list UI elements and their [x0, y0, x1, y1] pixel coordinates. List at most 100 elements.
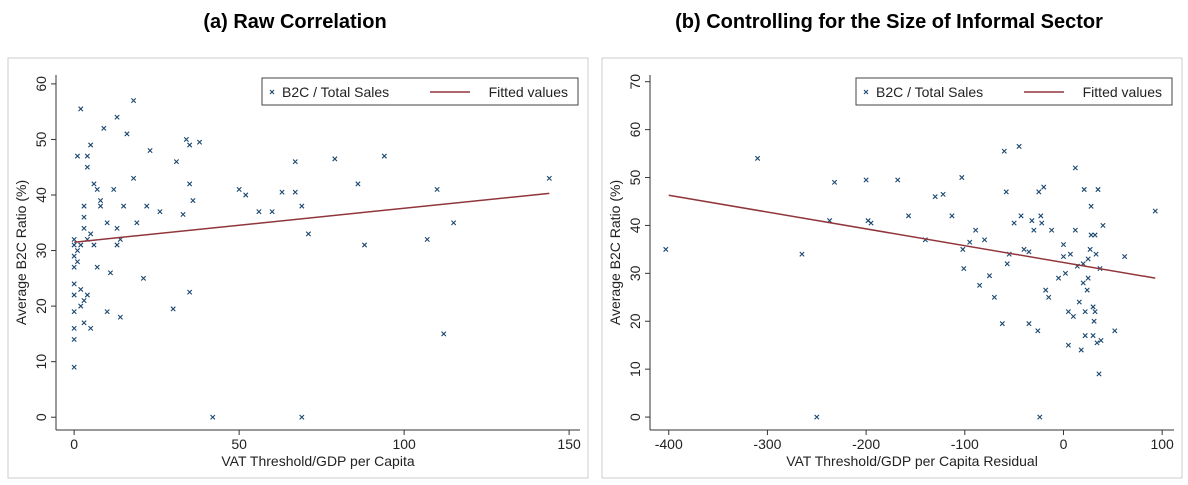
point — [180, 211, 186, 218]
point — [1092, 309, 1098, 315]
legend-box — [855, 77, 1173, 106]
point — [1070, 313, 1076, 320]
point — [1087, 246, 1093, 252]
y-tick-label: 0 — [627, 413, 643, 421]
point — [1036, 189, 1042, 195]
point — [94, 264, 100, 270]
point — [1039, 220, 1045, 226]
point — [88, 325, 94, 331]
point — [81, 214, 87, 220]
y-tick-label: 60 — [627, 122, 643, 138]
point — [173, 159, 180, 165]
panel-frame — [601, 57, 1183, 479]
point — [754, 155, 761, 161]
point — [71, 336, 77, 343]
point — [451, 220, 457, 226]
point — [967, 239, 973, 245]
y-tick-label: 20 — [627, 313, 643, 329]
point — [1041, 184, 1047, 190]
x-tick-label: 0 — [1060, 436, 1068, 452]
legend-label: B2C / Total Sales — [876, 84, 983, 100]
point — [1100, 222, 1106, 229]
point — [863, 177, 869, 183]
point — [292, 189, 298, 195]
chart-title: (a) Raw Correlation — [203, 11, 386, 33]
point — [299, 203, 305, 209]
point — [71, 242, 77, 248]
y-tick-label: 10 — [627, 361, 643, 377]
legend-box — [261, 77, 579, 106]
x-tick-label: 100 — [392, 436, 416, 452]
point — [292, 159, 298, 165]
point — [78, 242, 84, 248]
point — [949, 213, 955, 219]
point — [991, 294, 997, 300]
point — [1112, 328, 1118, 334]
point — [130, 175, 137, 181]
point — [140, 275, 147, 281]
x-tick-label: -400 — [655, 436, 683, 452]
x-axis-label: VAT Threshold/GDP per Capita Residual — [786, 453, 1038, 469]
point — [114, 242, 120, 248]
panel-frame — [7, 57, 589, 479]
legend-label: B2C / Total Sales — [282, 84, 389, 100]
point — [97, 203, 104, 209]
point — [940, 191, 946, 197]
point — [1090, 333, 1096, 339]
point — [361, 242, 368, 248]
point — [71, 264, 77, 270]
point — [1001, 148, 1007, 154]
point — [1085, 256, 1091, 262]
point — [101, 125, 107, 131]
point — [1037, 414, 1043, 420]
y-tick-label: 50 — [33, 131, 49, 147]
y-tick-label: 70 — [627, 74, 643, 90]
point — [78, 303, 84, 309]
point — [1031, 227, 1037, 233]
point — [84, 164, 90, 170]
point — [71, 364, 77, 370]
point — [1065, 342, 1071, 348]
point — [1078, 347, 1084, 353]
point — [81, 320, 87, 326]
point — [279, 189, 285, 195]
point — [71, 253, 77, 259]
point — [1088, 203, 1094, 209]
point — [1122, 253, 1128, 260]
y-tick-label: 30 — [33, 243, 49, 259]
point — [1098, 337, 1104, 344]
point — [71, 309, 77, 315]
point — [999, 321, 1005, 327]
point — [111, 186, 117, 193]
point — [441, 331, 447, 337]
point — [147, 147, 153, 154]
x-tick-label: -300 — [753, 436, 781, 452]
point — [1055, 275, 1062, 281]
point — [269, 209, 275, 215]
point — [905, 213, 912, 219]
y-tick-label: 20 — [33, 298, 49, 314]
point — [1049, 227, 1055, 233]
point — [104, 309, 110, 315]
x-tick-label: -100 — [951, 436, 979, 452]
point — [187, 181, 193, 187]
point — [1060, 242, 1067, 248]
point — [1091, 318, 1097, 324]
point — [799, 251, 805, 257]
point — [299, 414, 305, 420]
y-tick-label: 40 — [33, 187, 49, 203]
point — [305, 231, 312, 237]
point — [84, 153, 90, 159]
legend-swatch — [863, 89, 869, 95]
y-axis-label: Average B2C Ratio (%) — [13, 180, 29, 325]
point — [104, 220, 110, 226]
x-tick-label: 0 — [70, 436, 78, 452]
fitted-line — [668, 194, 1156, 279]
point — [434, 186, 440, 193]
point — [1085, 275, 1091, 281]
point — [121, 203, 127, 209]
point — [959, 174, 965, 181]
point — [1067, 251, 1073, 257]
point — [981, 237, 988, 243]
y-tick-label: 40 — [627, 217, 643, 233]
